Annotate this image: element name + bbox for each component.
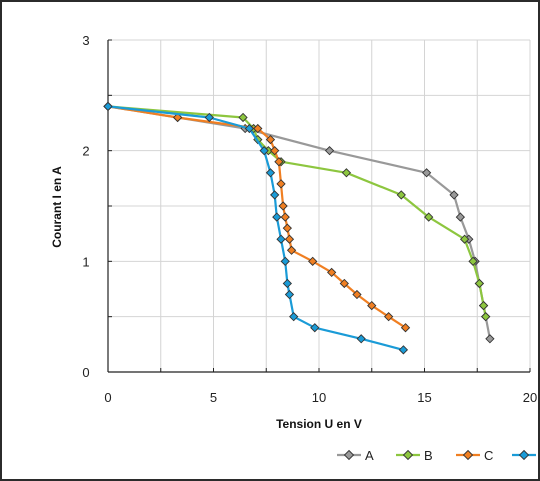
y-tick-label: 0 bbox=[82, 365, 89, 380]
series-b-point bbox=[341, 168, 352, 178]
series-d-point bbox=[356, 334, 366, 344]
series-d-point bbox=[280, 256, 290, 266]
series-group bbox=[103, 101, 495, 355]
legend-c-marker bbox=[462, 449, 474, 461]
series-d-point bbox=[282, 278, 292, 289]
series-b-point bbox=[459, 234, 470, 244]
legend-b-marker bbox=[402, 449, 414, 461]
x-tick-label: 5 bbox=[210, 390, 217, 405]
series-c-point bbox=[400, 323, 411, 333]
series-d-point bbox=[276, 234, 286, 244]
series-b-point bbox=[424, 212, 434, 222]
series-d-point bbox=[103, 101, 113, 112]
axes bbox=[107, 39, 531, 373]
series-d-point bbox=[265, 168, 276, 178]
series-c-point bbox=[308, 256, 318, 266]
series-d-point bbox=[310, 323, 320, 333]
series-c-point bbox=[286, 245, 297, 255]
series-c-point bbox=[265, 134, 276, 145]
series-c-point bbox=[274, 157, 284, 167]
series-c-point bbox=[280, 212, 290, 222]
x-axis-label: Tension U en V bbox=[276, 417, 362, 431]
series-d-point bbox=[204, 112, 214, 123]
series-d-point bbox=[272, 212, 282, 222]
series-b-point bbox=[474, 278, 484, 289]
series-a-point bbox=[455, 212, 466, 222]
series-c-point bbox=[339, 278, 349, 289]
series-c-point bbox=[278, 201, 288, 211]
series-d-point bbox=[270, 190, 280, 200]
series-d-point bbox=[244, 123, 255, 134]
x-tick-label: 0 bbox=[104, 390, 111, 405]
legend-a-label: A bbox=[365, 448, 374, 463]
tick-labels: 0 5 10 15 20 0 1 2 3 bbox=[82, 33, 537, 405]
legend: ABCD bbox=[337, 448, 536, 463]
y-tick-label: 3 bbox=[82, 33, 89, 48]
grid bbox=[108, 39, 531, 372]
series-d-point bbox=[289, 312, 299, 322]
series-c-point bbox=[383, 312, 394, 322]
series-b-point bbox=[468, 256, 478, 266]
x-tick-label: 20 bbox=[523, 390, 537, 405]
series-c-point bbox=[367, 300, 377, 311]
x-tick-label: 15 bbox=[417, 390, 431, 405]
series-c-point bbox=[352, 289, 362, 300]
series-a-point bbox=[485, 334, 495, 344]
series-d-point bbox=[259, 146, 269, 156]
legend-c-label: C bbox=[484, 448, 493, 463]
series-b-point bbox=[396, 190, 406, 200]
series-d-point bbox=[398, 345, 409, 355]
y-axis-label: Courant I en A bbox=[50, 166, 64, 248]
series-b-point bbox=[238, 112, 248, 123]
series-c-point bbox=[253, 123, 263, 134]
series-d-point bbox=[284, 289, 295, 300]
x-tick-label: 10 bbox=[312, 390, 326, 405]
series-c-point bbox=[327, 267, 337, 278]
legend-d-marker bbox=[518, 449, 530, 461]
series-c-point bbox=[282, 223, 292, 233]
y-tick-label: 2 bbox=[82, 144, 89, 159]
series-c-point bbox=[276, 179, 286, 189]
legend-b-label: B bbox=[424, 448, 433, 463]
series-c-point bbox=[270, 146, 280, 156]
series-b-point bbox=[481, 312, 491, 322]
series-a-point bbox=[421, 168, 432, 178]
series-a-point bbox=[449, 190, 459, 200]
series-c-point bbox=[284, 234, 295, 244]
series-a-point bbox=[324, 146, 335, 156]
series-c-point bbox=[172, 112, 183, 123]
series-b-point bbox=[478, 300, 489, 311]
y-tick-label: 1 bbox=[82, 254, 89, 269]
legend-a-marker bbox=[343, 449, 355, 461]
